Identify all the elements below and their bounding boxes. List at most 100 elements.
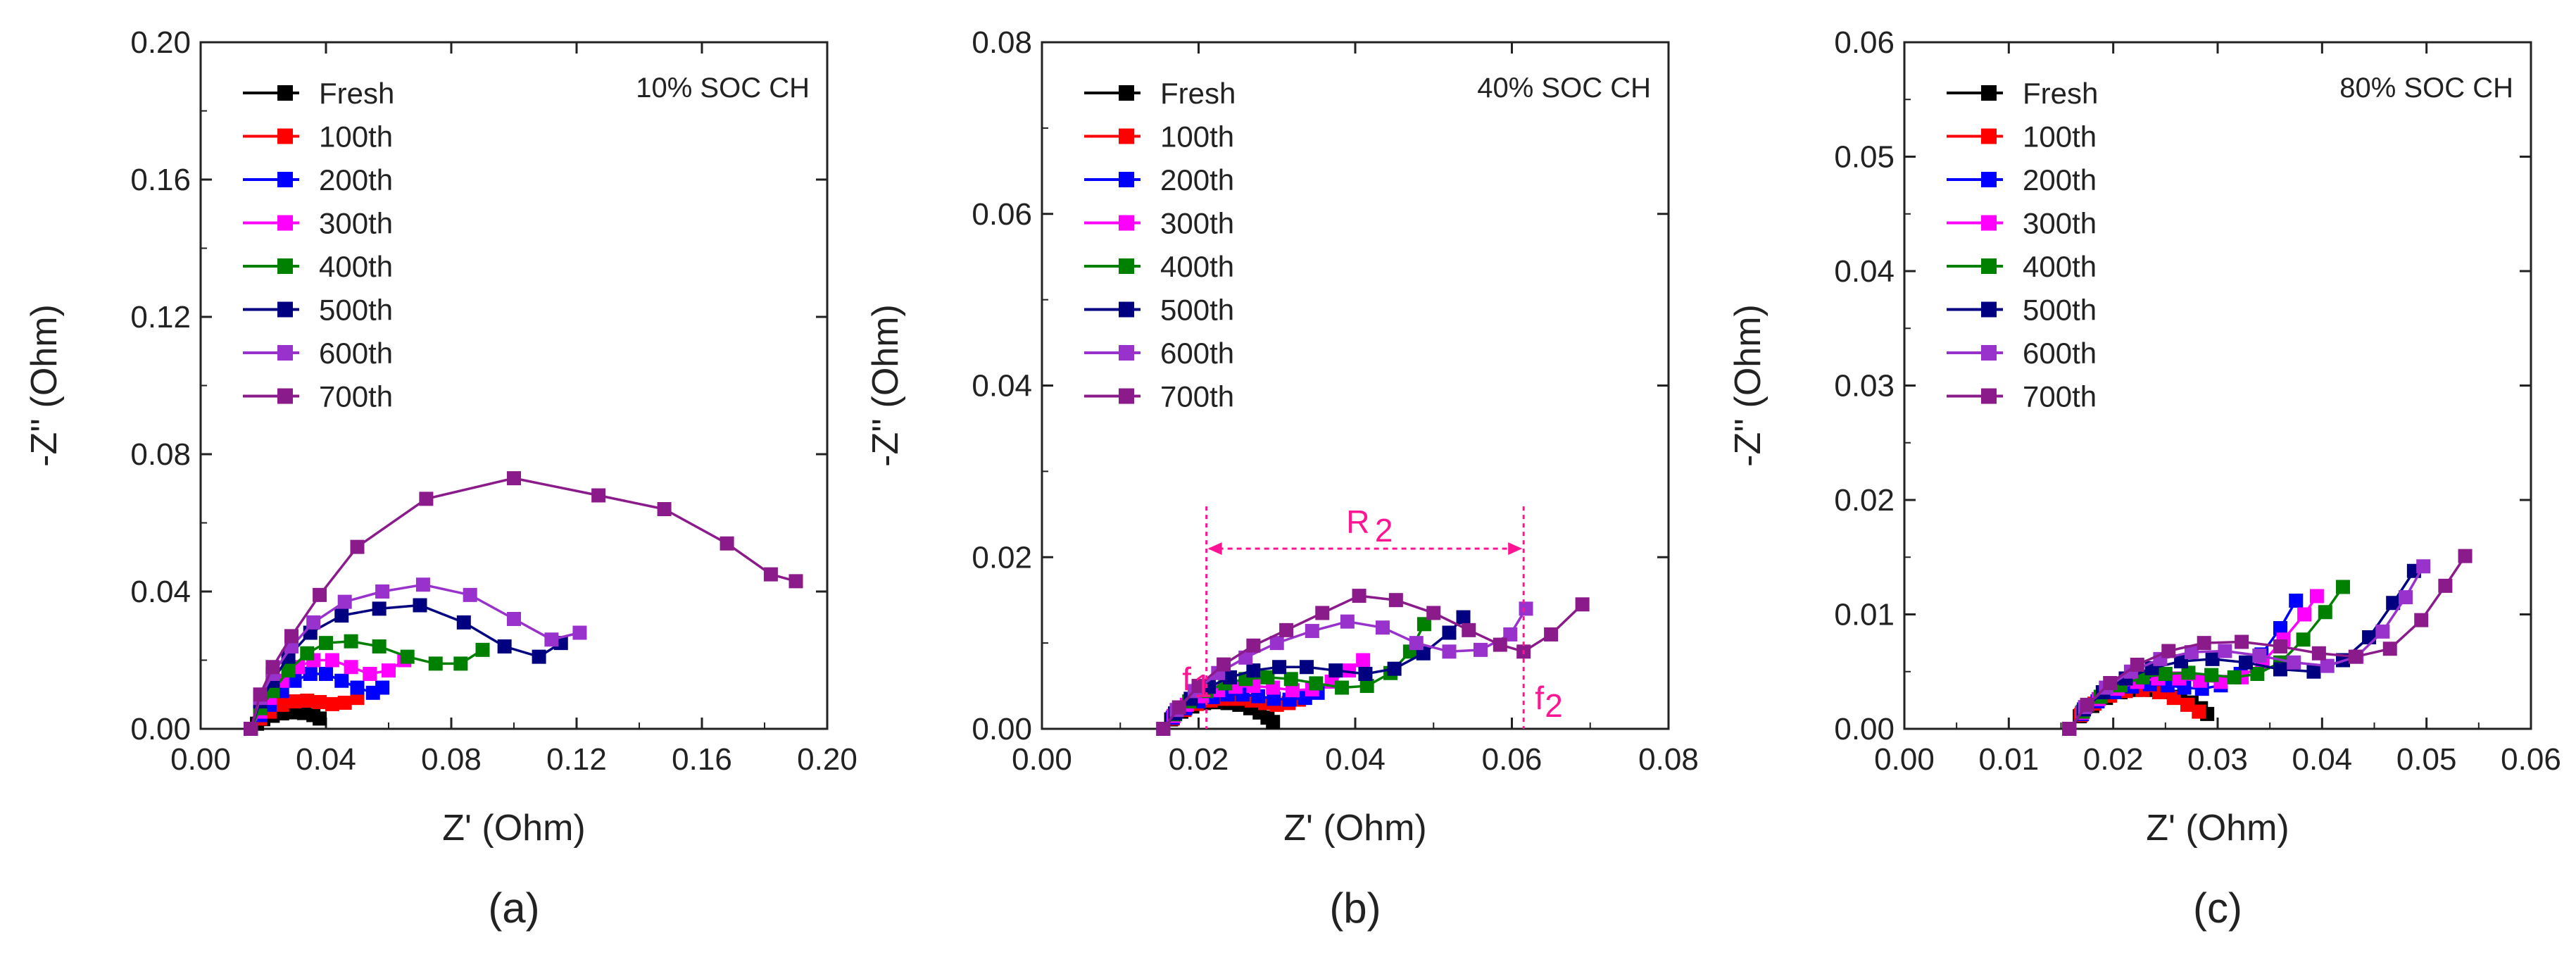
- data-point: [300, 646, 315, 661]
- data-point: [1356, 653, 1371, 668]
- legend-label-400th: 400th: [1160, 250, 1234, 283]
- data-point: [2158, 667, 2173, 681]
- data-point: [1416, 617, 1431, 632]
- soc-annotation: 10% SOC CH: [636, 73, 810, 104]
- data-point: [2458, 549, 2473, 563]
- data-point: [1300, 660, 1314, 675]
- data-point: [2399, 590, 2413, 605]
- data-point: [2192, 673, 2207, 688]
- data-point: [572, 625, 587, 640]
- data-point: [1340, 614, 1355, 629]
- data-point: [2161, 644, 2176, 658]
- data-point: [1387, 661, 1402, 676]
- y-tick-label: 0.00: [972, 712, 1032, 746]
- legend-label-500th: 500th: [1160, 294, 1234, 327]
- data-point: [2382, 642, 2397, 656]
- legend-label-200th: 200th: [1160, 163, 1234, 196]
- data-point: [287, 694, 302, 708]
- legend-label-200th: 200th: [2023, 163, 2097, 196]
- data-point: [2080, 697, 2094, 712]
- data-point: [1426, 606, 1441, 620]
- data-point: [313, 711, 327, 726]
- f1-label: f: [1182, 661, 1191, 697]
- data-point: [1260, 670, 1275, 684]
- legend-marker: [1119, 258, 1134, 274]
- legend-label-500th: 500th: [2023, 294, 2097, 327]
- y-axis-title: -Z'' (Ohm): [865, 304, 906, 467]
- data-point: [2296, 632, 2311, 647]
- x-tick-label: 0.20: [797, 742, 857, 777]
- data-point: [375, 680, 390, 695]
- x-tick-label: 0.01: [1979, 742, 2040, 777]
- legend-label-200th: 200th: [319, 163, 393, 196]
- data-point: [2306, 664, 2321, 679]
- legend-label-300th: 300th: [319, 207, 393, 240]
- legend-marker: [1981, 85, 1997, 101]
- data-point: [2252, 649, 2267, 663]
- data-point: [313, 694, 327, 709]
- data-point: [1456, 610, 1471, 625]
- data-point: [497, 639, 512, 653]
- r2-label-subscript: 2: [1375, 512, 1393, 549]
- data-point: [1352, 589, 1366, 603]
- data-point: [2062, 722, 2077, 736]
- data-point: [1269, 636, 1284, 651]
- y-tick-label: 0.00: [1834, 712, 1895, 746]
- legend-marker: [277, 258, 293, 274]
- r2-arrow-right: [1508, 542, 1523, 556]
- x-tick-label: 0.08: [421, 742, 482, 777]
- legend-label-600th: 600th: [1160, 337, 1234, 370]
- y-tick-label: 0.20: [130, 25, 191, 60]
- y-tick-label: 0.08: [130, 437, 191, 472]
- data-point: [763, 567, 778, 582]
- x-axis-title: Z' (Ohm): [1283, 808, 1426, 849]
- legend-marker: [277, 345, 293, 361]
- data-point: [337, 695, 352, 710]
- data-point: [2103, 676, 2118, 690]
- legend-label-100th: 100th: [1160, 120, 1234, 154]
- data-point: [363, 667, 377, 681]
- x-tick-label: 0.02: [1169, 742, 1229, 777]
- x-tick-label: 0.03: [2187, 742, 2248, 777]
- data-point: [2336, 580, 2350, 594]
- data-point: [1246, 638, 1261, 653]
- legend-marker: [277, 85, 293, 101]
- legend-marker: [1981, 258, 1997, 274]
- data-point: [1342, 663, 1357, 678]
- y-tick-label: 0.04: [972, 369, 1032, 403]
- data-point: [372, 601, 387, 616]
- x-tick-label: 0.08: [1638, 742, 1699, 777]
- y-tick-label: 0.03: [1834, 369, 1895, 403]
- y-tick-label: 0.06: [1834, 25, 1895, 60]
- data-point: [344, 660, 358, 675]
- x-tick-label: 0.16: [672, 742, 732, 777]
- data-point: [372, 639, 387, 653]
- legend-marker: [277, 388, 293, 404]
- x-tick-label: 0.04: [2292, 742, 2353, 777]
- data-point: [319, 636, 333, 651]
- data-point: [2348, 649, 2363, 664]
- legend-label-100th: 100th: [319, 120, 393, 154]
- y-axis-title: -Z'' (Ohm): [1728, 304, 1768, 467]
- data-point: [507, 612, 521, 626]
- y-tick-label: 0.04: [130, 575, 191, 609]
- data-point: [350, 539, 365, 554]
- panel-caption: (b): [1329, 884, 1381, 932]
- data-point: [1474, 642, 1488, 657]
- data-point: [2204, 668, 2219, 682]
- legend-marker: [277, 215, 293, 231]
- legend-marker: [1119, 128, 1134, 144]
- legend-label-600th: 600th: [319, 337, 393, 370]
- data-point: [2184, 645, 2199, 660]
- x-tick-label: 0.06: [2501, 742, 2561, 777]
- data-point: [1462, 622, 1476, 637]
- data-point: [375, 584, 390, 599]
- x-tick-label: 0.05: [2396, 742, 2457, 777]
- legend-label-fresh: Fresh: [319, 77, 394, 110]
- legend-marker: [1981, 301, 1997, 318]
- data-point: [2218, 644, 2232, 658]
- legend-label-700th: 700th: [1160, 380, 1234, 413]
- data-point: [400, 649, 415, 664]
- data-point: [2197, 636, 2211, 651]
- data-point: [415, 577, 430, 592]
